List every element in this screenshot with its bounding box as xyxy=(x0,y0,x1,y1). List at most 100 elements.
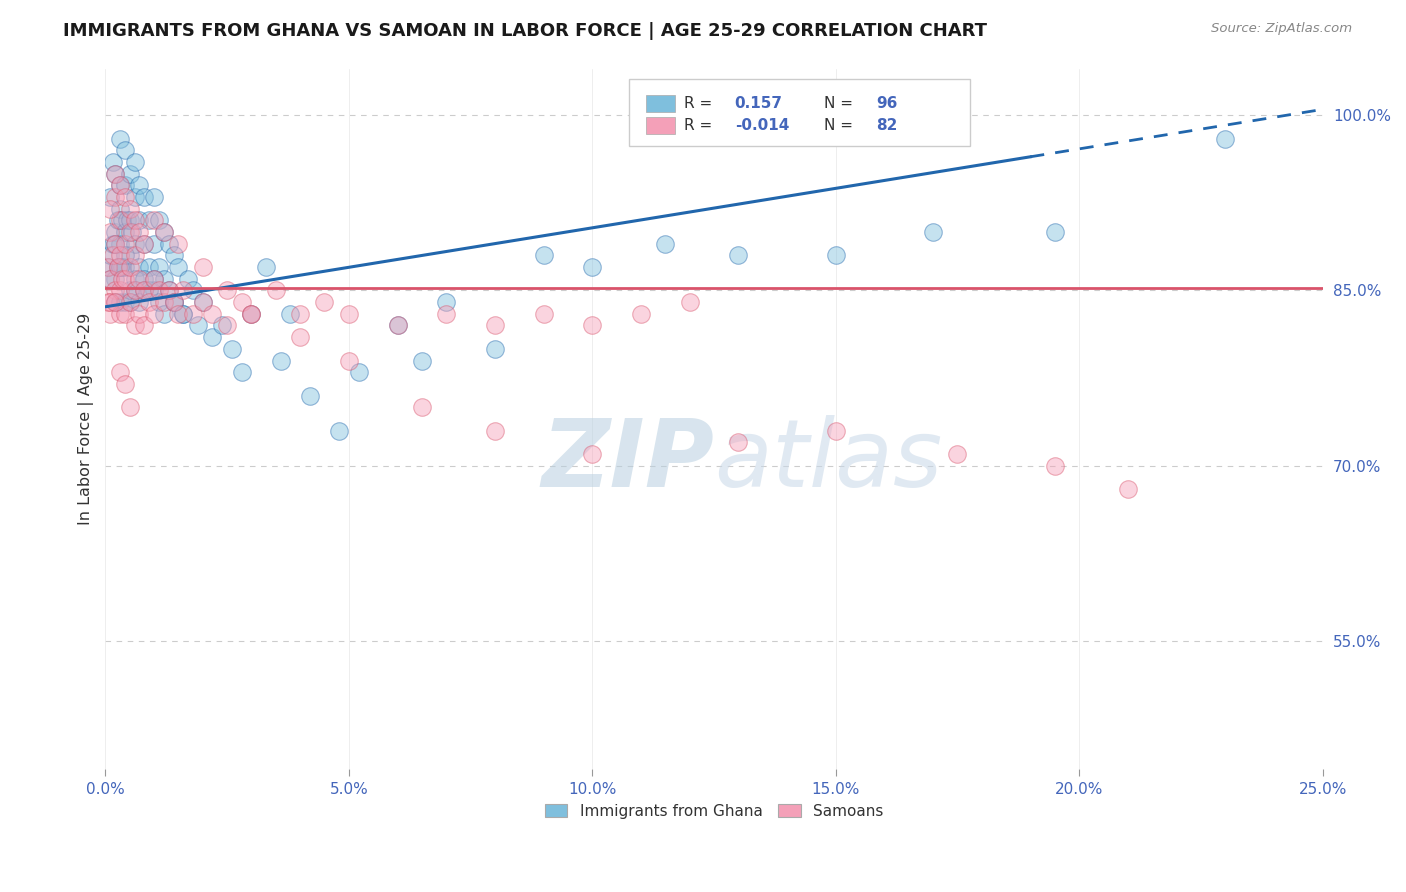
Point xyxy=(143,236,166,251)
Point xyxy=(118,295,141,310)
Point xyxy=(108,178,131,193)
Point xyxy=(98,202,121,216)
Point xyxy=(1043,225,1066,239)
Point xyxy=(240,307,263,321)
Point xyxy=(114,190,136,204)
Point xyxy=(824,248,846,262)
Point xyxy=(434,307,457,321)
Point xyxy=(128,307,150,321)
Point xyxy=(337,307,360,321)
Point xyxy=(148,295,170,310)
Point xyxy=(201,330,224,344)
Point xyxy=(288,330,311,344)
Text: R =: R = xyxy=(683,118,717,133)
Point xyxy=(124,318,146,333)
Point xyxy=(98,272,121,286)
Point xyxy=(97,295,120,310)
Point xyxy=(172,307,194,321)
Point xyxy=(211,318,233,333)
Point xyxy=(254,260,277,274)
Point xyxy=(111,260,134,274)
Point xyxy=(138,284,160,298)
Point xyxy=(114,178,136,193)
Point xyxy=(153,307,176,321)
Point xyxy=(387,318,409,333)
Point xyxy=(114,236,136,251)
Point xyxy=(108,248,131,262)
Point xyxy=(114,260,136,274)
Point xyxy=(143,190,166,204)
Point xyxy=(231,295,253,310)
Point xyxy=(678,295,700,310)
Point xyxy=(104,236,127,251)
Point xyxy=(824,424,846,438)
Text: IMMIGRANTS FROM GHANA VS SAMOAN IN LABOR FORCE | AGE 25-29 CORRELATION CHART: IMMIGRANTS FROM GHANA VS SAMOAN IN LABOR… xyxy=(63,22,987,40)
Point xyxy=(118,284,141,298)
Point xyxy=(128,260,150,274)
Point xyxy=(387,318,409,333)
Point xyxy=(221,342,243,356)
Text: N =: N = xyxy=(824,95,858,111)
Point xyxy=(97,260,120,274)
Point xyxy=(111,272,134,286)
Point xyxy=(946,447,969,461)
Point xyxy=(157,284,180,298)
Point xyxy=(484,424,506,438)
Point xyxy=(134,284,156,298)
Point xyxy=(118,167,141,181)
Point xyxy=(114,307,136,321)
Text: R =: R = xyxy=(683,95,717,111)
Point xyxy=(148,213,170,227)
Text: atlas: atlas xyxy=(714,416,942,507)
Point xyxy=(134,236,156,251)
Point xyxy=(114,376,136,391)
Text: 96: 96 xyxy=(876,95,897,111)
Point xyxy=(124,272,146,286)
Point xyxy=(124,248,146,262)
Point xyxy=(630,307,652,321)
Point xyxy=(124,213,146,227)
Point xyxy=(128,295,150,310)
FancyBboxPatch shape xyxy=(628,79,970,145)
Point xyxy=(98,295,121,310)
FancyBboxPatch shape xyxy=(645,117,675,134)
Point xyxy=(108,202,131,216)
Point xyxy=(240,307,263,321)
Point xyxy=(533,248,555,262)
Text: N =: N = xyxy=(824,118,858,133)
Point xyxy=(124,155,146,169)
Point xyxy=(98,307,121,321)
Point xyxy=(134,236,156,251)
Point xyxy=(328,424,350,438)
FancyBboxPatch shape xyxy=(645,95,675,112)
Point xyxy=(114,143,136,157)
Text: 0.157: 0.157 xyxy=(735,95,783,111)
Point xyxy=(134,190,156,204)
Point xyxy=(134,284,156,298)
Point xyxy=(727,248,749,262)
Point xyxy=(108,236,131,251)
Point xyxy=(143,284,166,298)
Point xyxy=(118,202,141,216)
Point xyxy=(118,401,141,415)
Legend: Immigrants from Ghana, Samoans: Immigrants from Ghana, Samoans xyxy=(538,797,890,825)
Point xyxy=(124,284,146,298)
Point xyxy=(111,213,134,227)
Point xyxy=(98,190,121,204)
Point xyxy=(162,295,184,310)
Point xyxy=(434,295,457,310)
Point xyxy=(118,260,141,274)
Point xyxy=(162,248,184,262)
Point xyxy=(138,295,160,310)
Point xyxy=(654,236,676,251)
Point xyxy=(118,225,141,239)
Point xyxy=(97,260,120,274)
Point xyxy=(162,295,184,310)
Point xyxy=(98,225,121,239)
Point xyxy=(581,447,603,461)
Point xyxy=(143,213,166,227)
Point xyxy=(187,318,209,333)
Point xyxy=(181,284,204,298)
Point xyxy=(240,307,263,321)
Point xyxy=(153,225,176,239)
